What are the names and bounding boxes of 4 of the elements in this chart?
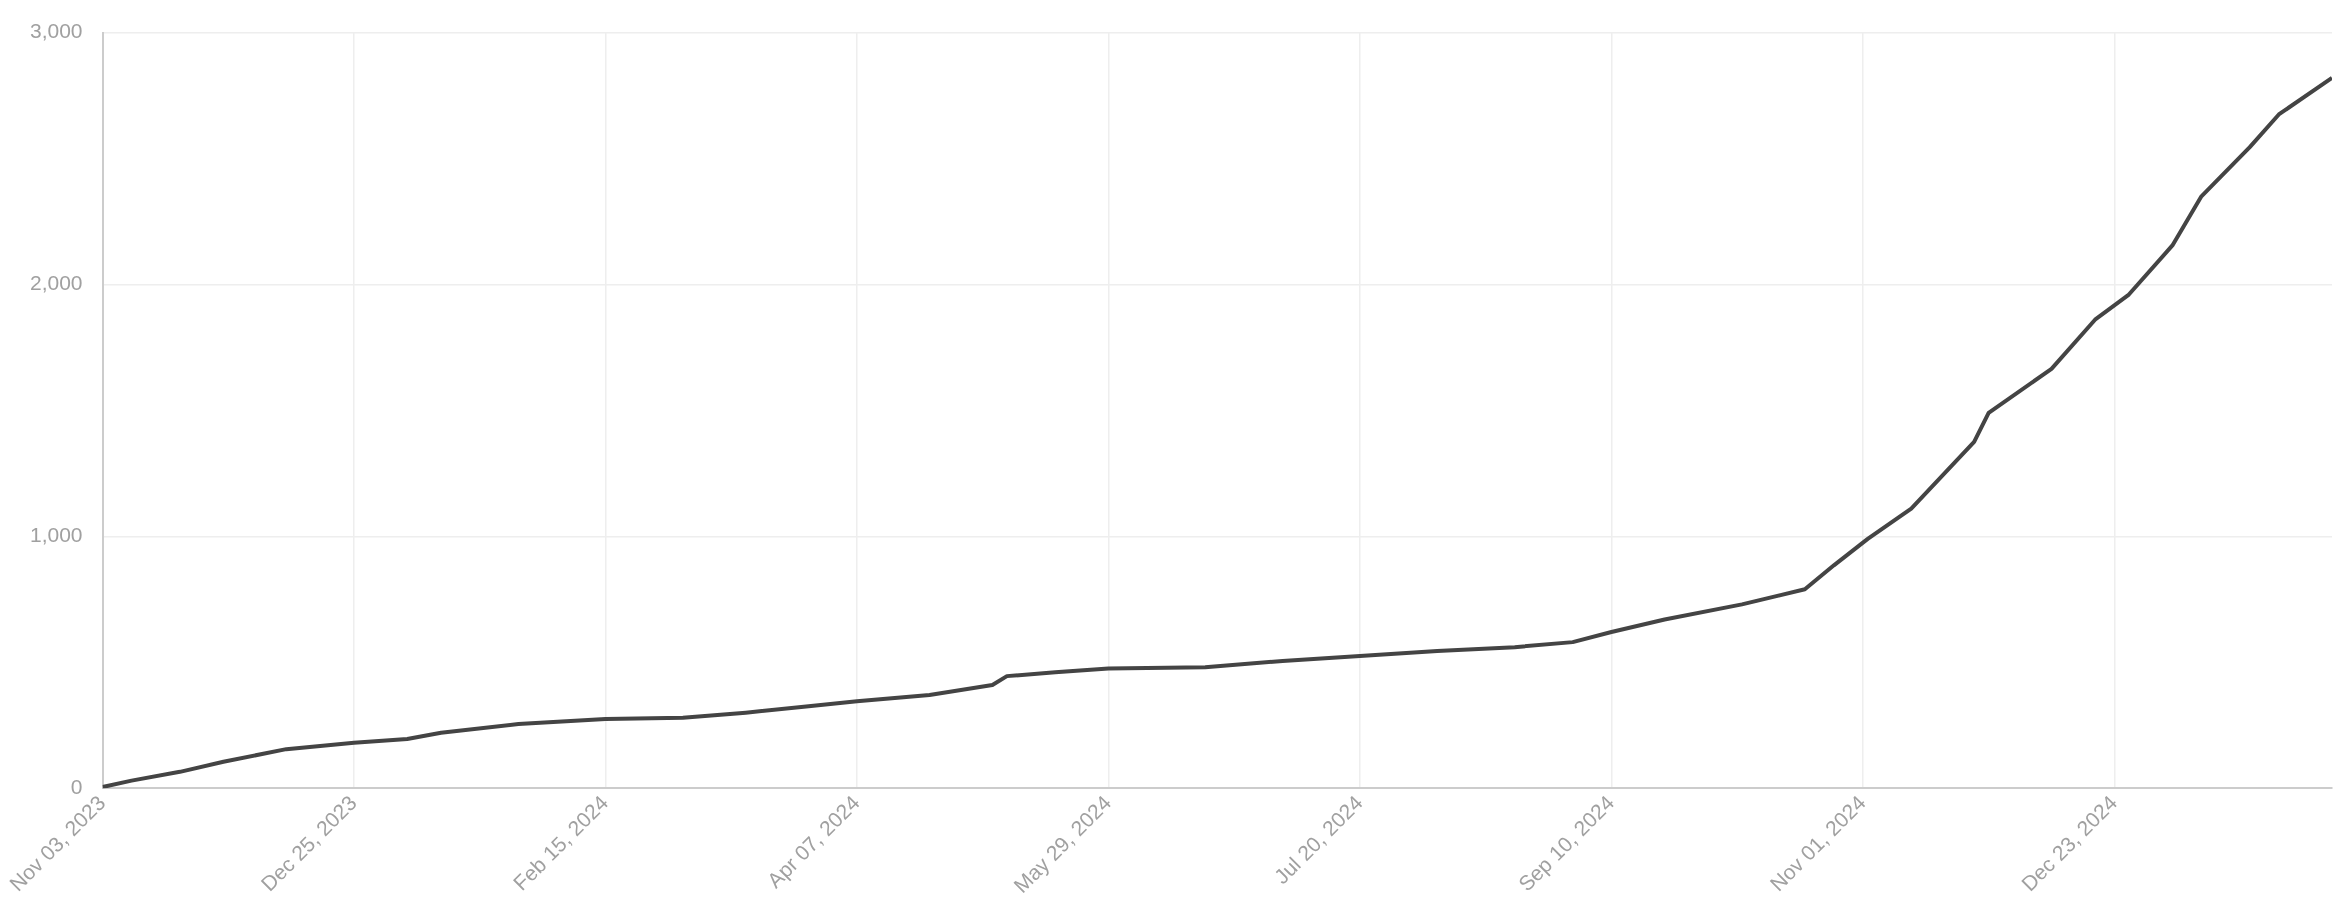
y-tick-label: 0 <box>70 775 83 798</box>
y-tick-label: 3,000 <box>29 19 83 43</box>
y-tick-label: 2,000 <box>29 271 83 295</box>
y-tick-label: 1,000 <box>29 523 83 547</box>
